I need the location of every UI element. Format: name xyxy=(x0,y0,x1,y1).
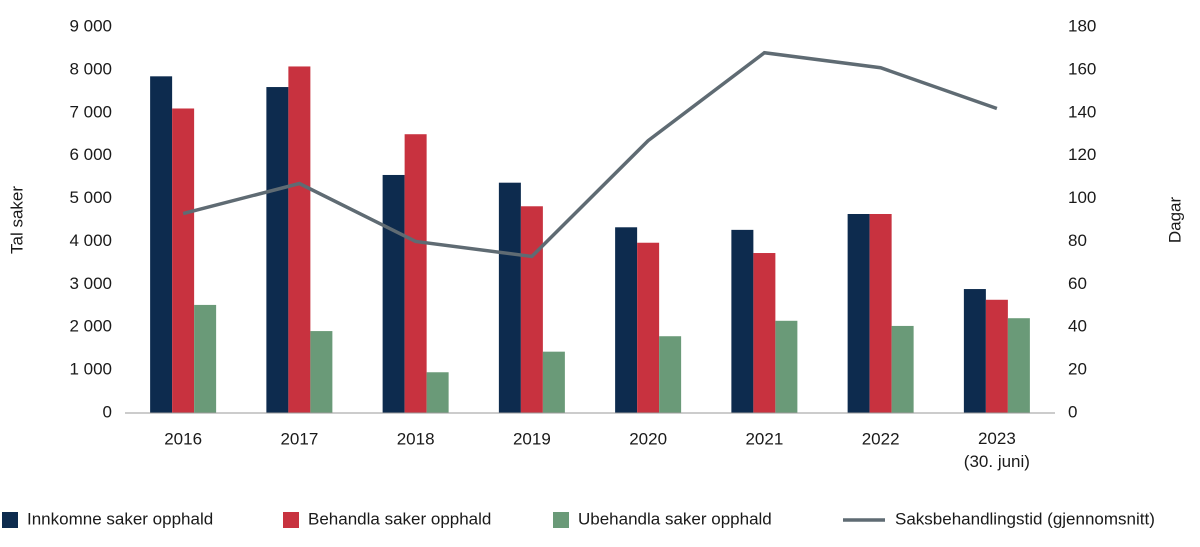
y-tick-label: 4 000 xyxy=(69,231,112,250)
x-tick-label: 2021 xyxy=(745,429,783,448)
bar xyxy=(963,289,986,413)
x-tick-label: 2016 xyxy=(164,429,202,448)
legend-swatch xyxy=(553,512,569,528)
y2-tick-label: 100 xyxy=(1068,188,1096,207)
legend-swatch xyxy=(2,512,18,528)
bar xyxy=(985,299,1008,413)
bar xyxy=(498,182,521,413)
bar xyxy=(753,253,776,413)
bar xyxy=(891,325,914,413)
legend-label: Saksbehandlingstid (gjennomsnitt) xyxy=(895,509,1155,528)
y2-tick-label: 60 xyxy=(1068,274,1087,293)
bar xyxy=(404,134,427,413)
bar xyxy=(426,372,449,413)
y-tick-label: 0 xyxy=(103,402,112,421)
bar xyxy=(542,351,565,413)
line xyxy=(182,50,998,259)
bar xyxy=(775,320,798,413)
y2-tick-label: 160 xyxy=(1068,59,1096,78)
bar xyxy=(266,87,289,414)
bar xyxy=(1007,318,1030,413)
y-tick-label: 2 000 xyxy=(69,317,112,336)
bar xyxy=(659,336,682,413)
y-tick-label: 7 000 xyxy=(69,102,112,121)
bar xyxy=(520,206,543,413)
y-tick-label: 3 000 xyxy=(69,274,112,293)
y2-tick-label: 140 xyxy=(1068,102,1096,121)
legend-label: Innkomne saker opphald xyxy=(27,509,213,528)
y2-tick-label: 80 xyxy=(1068,231,1087,250)
bar xyxy=(172,108,195,413)
y-tick-label: 9 000 xyxy=(69,16,112,35)
y-tick-label: 1 000 xyxy=(69,360,112,379)
y2-tick-label: 40 xyxy=(1068,317,1087,336)
y2-axis-label: Dagar xyxy=(1165,197,1184,244)
y2-tick-label: 20 xyxy=(1068,360,1087,379)
bar xyxy=(637,242,660,413)
bar xyxy=(382,174,405,413)
bar xyxy=(869,213,892,413)
bar xyxy=(731,229,754,413)
bar xyxy=(310,331,333,413)
y-tick-label: 5 000 xyxy=(69,188,112,207)
x-tick-label: 2020 xyxy=(629,429,667,448)
bar xyxy=(150,76,173,414)
x-tick-label: 2022 xyxy=(862,429,900,448)
y2-tick-label: 120 xyxy=(1068,145,1096,164)
y2-tick-label: 180 xyxy=(1068,16,1096,35)
x-tick-label: 2023 (30. juni) xyxy=(964,429,1030,471)
bar xyxy=(288,66,311,414)
y-axis-label: Tal saker xyxy=(7,186,26,254)
legend-label: Ubehandla saker opphald xyxy=(578,509,772,528)
y-tick-label: 6 000 xyxy=(69,145,112,164)
bar xyxy=(615,227,638,413)
legend-swatch xyxy=(283,512,299,528)
x-tick-label: 2017 xyxy=(280,429,318,448)
bar xyxy=(194,304,217,413)
legend-label: Behandla saker opphald xyxy=(308,509,491,528)
x-tick-label: 2019 xyxy=(513,429,551,448)
y-tick-label: 8 000 xyxy=(69,59,112,78)
x-tick-label: 2018 xyxy=(397,429,435,448)
bar xyxy=(847,213,870,413)
y2-tick-label: 0 xyxy=(1068,402,1077,421)
